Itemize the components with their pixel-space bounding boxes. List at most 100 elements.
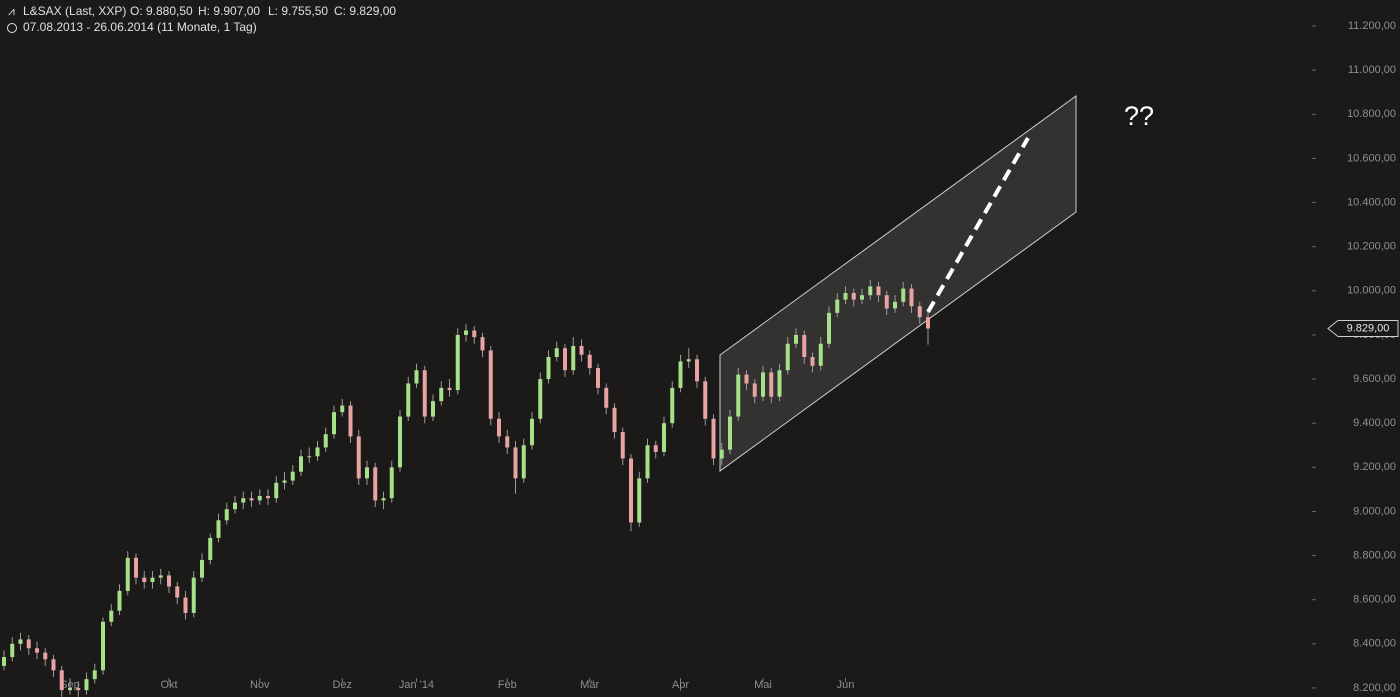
candle-body (249, 498, 254, 501)
candle-body (175, 586, 180, 598)
stat-close: C: 9.829,00 (334, 4, 396, 18)
y-tick-label: 9.000,00 (1353, 505, 1396, 517)
candle-body (422, 370, 427, 417)
candle-body (612, 407, 617, 433)
x-tick-label: Dez (332, 679, 352, 691)
candle-body (843, 293, 848, 300)
y-tick-label: 10.000,00 (1347, 285, 1396, 297)
candle-body (158, 575, 163, 578)
y-tick-label: 10.400,00 (1347, 196, 1396, 208)
y-tick-label: 8.400,00 (1353, 638, 1396, 650)
candle-body (554, 348, 559, 357)
candle-body (307, 456, 312, 458)
candle-body (530, 418, 534, 446)
candle-body (43, 652, 48, 660)
candle-body (18, 639, 23, 644)
subtitle: 07.08.2013 - 26.06.2014 (11 Monate, 1 Ta… (23, 20, 257, 34)
y-tick-label: 11.200,00 (1348, 20, 1396, 32)
candle-body (472, 330, 477, 338)
candle-body (868, 286, 873, 296)
candle-body (876, 286, 881, 296)
candle-body (926, 317, 930, 329)
x-tick-label: Okt (160, 679, 177, 691)
candle-body (117, 590, 122, 611)
candle-body (2, 657, 6, 666)
candle-body (356, 436, 361, 479)
last-price-label: 9.829,00 (1347, 322, 1390, 334)
candle-body (744, 374, 749, 384)
candle-body (488, 350, 493, 419)
candle-body (191, 577, 196, 613)
candle-body (587, 354, 592, 369)
candle-body (323, 434, 328, 448)
stat-open: O: 9.880,50 (130, 4, 193, 18)
candle-body (670, 387, 675, 424)
y-tick-label: 8.600,00 (1353, 594, 1396, 606)
y-tick-label: 11.000,00 (1348, 64, 1396, 76)
candle-body (348, 405, 353, 437)
candle-body (645, 445, 650, 479)
candle-body (546, 356, 551, 380)
candle-body (431, 401, 435, 417)
candle-body (447, 387, 452, 391)
candle-body (538, 379, 543, 419)
candle-body (777, 370, 782, 397)
candle-body (521, 445, 526, 479)
candle-body (365, 467, 369, 479)
candle-body (59, 670, 64, 691)
x-tick-label: Mär (580, 679, 599, 691)
candle-body (216, 520, 221, 538)
candle-body (579, 345, 584, 355)
chart-icon: ⩘ (8, 4, 15, 18)
candle-body (596, 368, 600, 388)
candle-body (893, 301, 897, 309)
candle-body (794, 334, 798, 344)
candle-body (51, 659, 56, 671)
candle-body (901, 288, 906, 302)
candle-body (398, 416, 402, 468)
clock-icon (7, 23, 17, 33)
candle-body (480, 337, 485, 351)
candle-body (455, 334, 460, 391)
candle-body (134, 557, 138, 578)
candle-body (208, 537, 213, 560)
candle-body (26, 639, 31, 649)
y-tick-label: 9.400,00 (1353, 417, 1396, 429)
candle-body (719, 449, 724, 459)
candle-body (818, 343, 823, 366)
y-tick-label: 10.600,00 (1347, 152, 1396, 164)
candle-body (678, 361, 683, 388)
candle-body (84, 679, 89, 691)
candle-body (373, 467, 378, 501)
candle-body (917, 306, 922, 318)
y-tick-label: 10.200,00 (1347, 241, 1396, 253)
candle-body (274, 482, 279, 499)
candle-body (563, 348, 567, 371)
candle-body (414, 370, 419, 384)
candle-body (736, 374, 741, 417)
candle-body (769, 372, 774, 397)
candle-body (233, 502, 237, 510)
candle-body (810, 356, 815, 366)
x-tick-label: Apr (672, 679, 689, 691)
candle-body (505, 436, 510, 448)
candle-body (629, 458, 633, 523)
candle-body (101, 621, 105, 671)
candle-body (761, 372, 765, 397)
y-tick-label: 8.800,00 (1353, 549, 1396, 561)
candle-body (68, 687, 72, 691)
candle-body (406, 383, 411, 417)
x-tick-label: Jan '14 (399, 679, 434, 691)
candle-body (662, 423, 666, 452)
candle-body (299, 456, 303, 472)
candle-body (802, 334, 807, 357)
projection-line (926, 137, 1030, 313)
candle-body (183, 597, 188, 613)
candle-body (35, 648, 39, 653)
candle-body (620, 432, 625, 459)
candle-body (637, 478, 642, 523)
x-tick-label: Nov (250, 679, 270, 691)
candle-body (257, 495, 262, 501)
